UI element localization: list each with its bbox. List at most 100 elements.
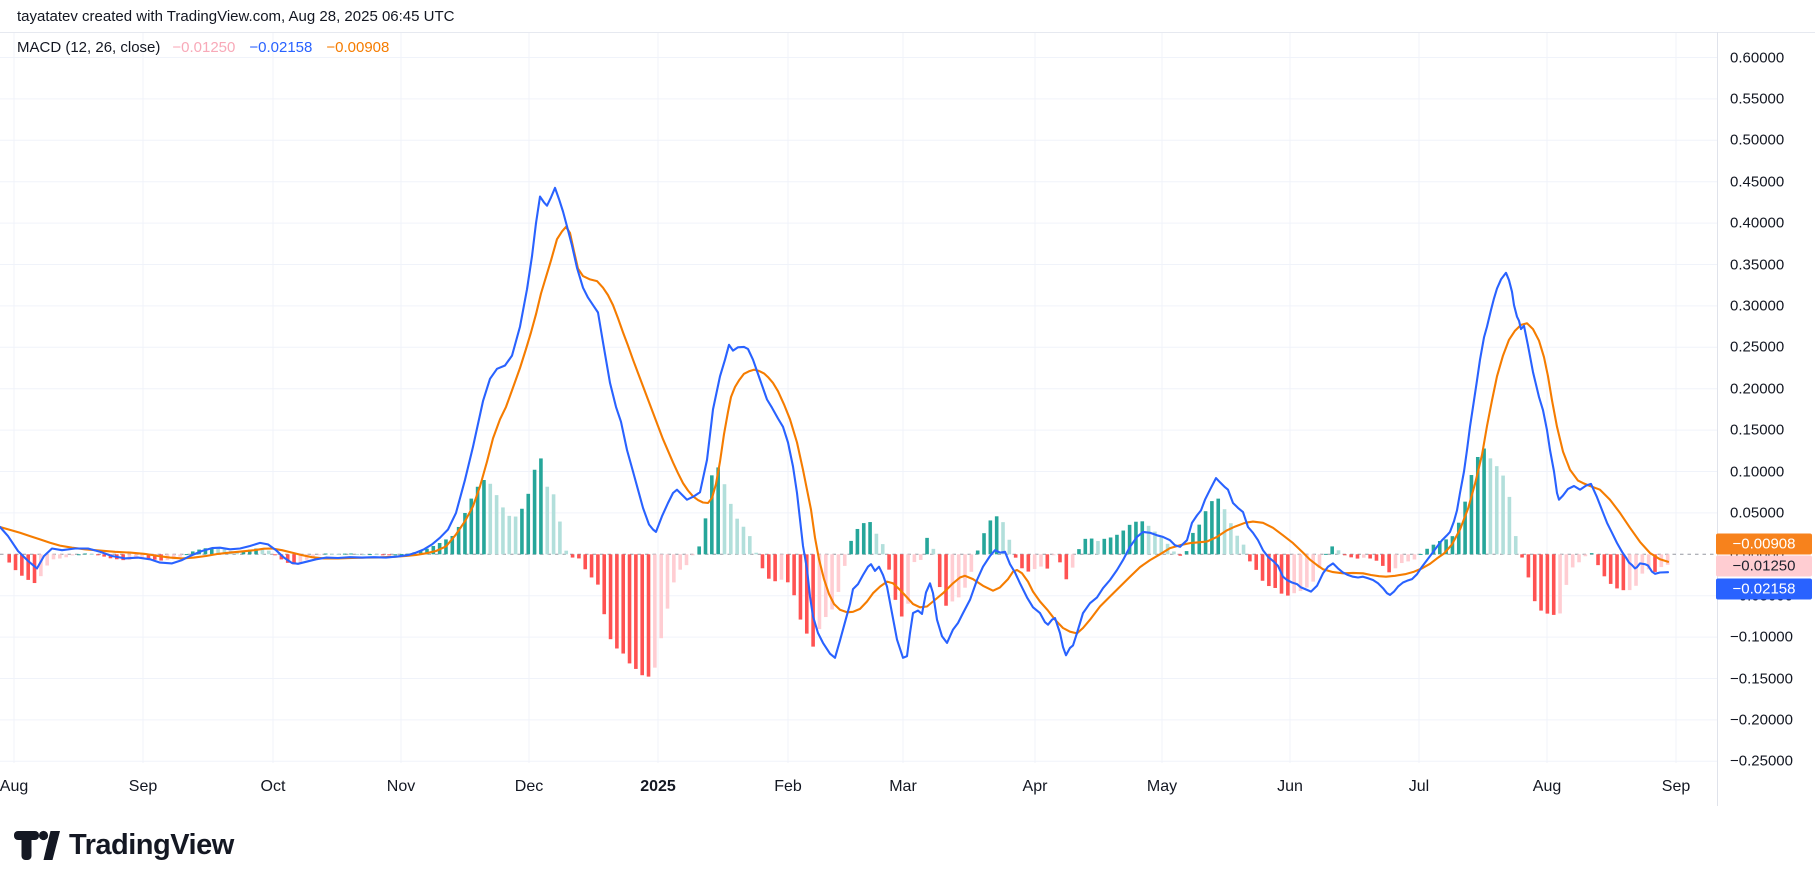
histogram-bar — [1355, 554, 1360, 559]
histogram-bar — [1507, 496, 1512, 555]
histogram-bar — [349, 553, 353, 555]
histogram-bar — [1127, 524, 1132, 555]
histogram-bar — [1064, 554, 1069, 580]
x-axis-label: Oct — [260, 778, 286, 795]
histogram-bar — [640, 554, 644, 676]
tradingview-logo[interactable]: TradingView — [14, 829, 234, 862]
histogram-bar — [621, 554, 626, 654]
histogram-bar — [1248, 554, 1252, 562]
histogram-bar — [32, 554, 37, 584]
histogram-bar — [849, 540, 853, 555]
histogram-bar — [1254, 554, 1259, 570]
histogram-bar — [311, 554, 315, 557]
histogram-bar — [431, 545, 436, 555]
histogram-bar — [1520, 554, 1524, 558]
histogram-bar — [836, 554, 841, 592]
histogram-bar — [767, 554, 771, 579]
histogram-bar — [1501, 475, 1505, 555]
histogram-bar — [1229, 523, 1233, 555]
histogram-bar — [1602, 554, 1607, 577]
histogram-bar — [1216, 498, 1221, 555]
histogram-bar — [7, 554, 11, 563]
histogram-bar — [1653, 554, 1657, 572]
histogram-bar — [190, 551, 195, 555]
histogram-bar — [1039, 554, 1043, 567]
histogram-bar — [754, 552, 758, 555]
histogram-bar — [589, 554, 594, 578]
histogram-bar — [1007, 539, 1012, 555]
histogram-bar — [152, 554, 157, 560]
histogram-bar — [1646, 554, 1651, 570]
histogram-bar — [1393, 554, 1398, 569]
histogram-bar — [96, 554, 100, 556]
histogram-bar — [1475, 456, 1480, 555]
histogram-bar — [1608, 554, 1613, 584]
histogram-bar — [1083, 538, 1088, 555]
histogram-bar — [425, 548, 429, 555]
histogram-bar — [1102, 538, 1107, 555]
histogram-bar — [1197, 524, 1202, 555]
histogram-bar — [982, 533, 986, 555]
histogram-bar — [1153, 531, 1157, 555]
x-axis-label: Sep — [1661, 778, 1691, 795]
histogram-bar — [912, 554, 917, 563]
histogram-bar — [209, 547, 214, 555]
histogram-bar — [1210, 501, 1214, 555]
histogram-bar — [741, 526, 746, 555]
histogram-bar — [1627, 554, 1632, 591]
histogram-bar — [760, 554, 765, 569]
histogram-bar — [1437, 540, 1442, 555]
histogram-bar — [1140, 521, 1145, 555]
histogram-bar — [931, 548, 936, 555]
histogram-bar — [899, 554, 904, 617]
histogram-bar — [1273, 554, 1277, 588]
histogram-bar — [1615, 554, 1619, 589]
histogram-bar — [944, 554, 948, 606]
x-axis-label: Sep — [128, 778, 158, 795]
histogram-bar — [1545, 554, 1550, 614]
histogram-bar — [653, 554, 657, 668]
histogram-bar — [526, 493, 531, 555]
histogram-bar — [545, 486, 550, 555]
histogram-bar — [1368, 554, 1372, 559]
tradingview-logo-icon — [14, 830, 60, 860]
histogram-bar — [323, 553, 328, 555]
histogram-bar — [634, 554, 638, 669]
histogram-bar — [241, 550, 246, 555]
histogram-bar — [684, 554, 689, 566]
histogram-bar — [1412, 554, 1417, 560]
histogram-bar — [1305, 554, 1309, 588]
histogram-bar — [1178, 554, 1183, 556]
histogram-bar — [1532, 554, 1537, 602]
histogram-bar — [1184, 551, 1189, 555]
histogram-bar — [1577, 554, 1581, 563]
histogram-bar — [140, 554, 144, 559]
histogram-bar — [716, 467, 720, 555]
histogram-bar — [678, 554, 682, 570]
histogram-bar — [292, 554, 296, 565]
price-scale-divider[interactable] — [1717, 32, 1718, 806]
y-axis-label: 0.10000 — [1730, 463, 1785, 480]
histogram-bar — [855, 528, 860, 555]
histogram-bar — [811, 554, 815, 647]
histogram-bar — [146, 554, 151, 559]
price-badge: −0.00908 — [1716, 533, 1812, 555]
histogram-bar — [70, 554, 75, 556]
histogram-bar — [1115, 534, 1119, 555]
histogram-bar — [988, 520, 993, 555]
y-axis-label: 0.15000 — [1730, 421, 1785, 439]
histogram-bar — [874, 533, 879, 555]
histogram-bar — [1634, 554, 1638, 586]
histogram-bar — [1336, 550, 1341, 555]
histogram-bar — [1665, 554, 1670, 565]
histogram-bar — [842, 554, 847, 566]
histogram-bar — [520, 508, 524, 555]
histogram-bar — [893, 554, 898, 600]
histogram-bar — [1032, 554, 1037, 570]
histogram-bar — [539, 458, 543, 555]
histogram-bar — [975, 550, 980, 555]
histogram-bar — [475, 486, 480, 555]
histogram-bar — [13, 554, 18, 571]
